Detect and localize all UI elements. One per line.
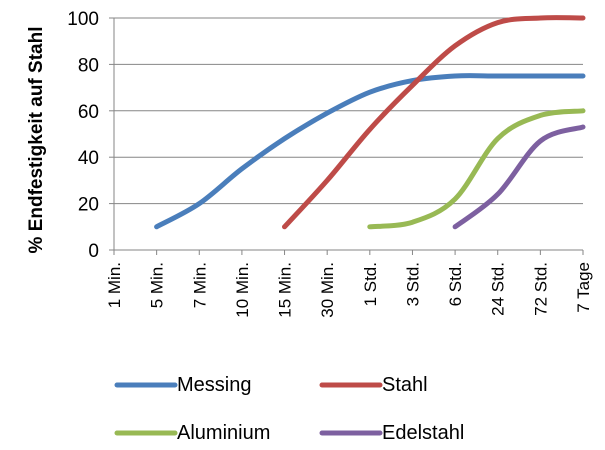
legend: Messing Stahl Aluminium Edelstahl (114, 374, 464, 444)
x-tick-label: 15 Min. (276, 262, 295, 318)
gridlines (114, 17, 583, 205)
x-tick-label: 3 Std. (403, 262, 422, 306)
x-tick-label: 72 Std. (531, 262, 550, 316)
legend-label-aluminium: Aluminium (177, 422, 270, 444)
series-line-stahl (282, 15, 586, 230)
x-tick-label: 30 Min. (318, 262, 337, 318)
x-tick-label: 1 Std. (361, 262, 380, 306)
legend-label-edelstahl: Edelstahl (382, 422, 464, 444)
y-tick-label: 0 (88, 241, 99, 262)
series-lines (154, 15, 586, 230)
x-tick-label: 7 Tage (574, 262, 593, 313)
x-tick-label: 1 Min. (105, 262, 124, 308)
y-axis-label: % Endfestigkeit auf Stahl (26, 27, 47, 254)
axes (109, 17, 584, 255)
y-tick-label: 20 (78, 195, 99, 216)
y-tick-label: 60 (78, 102, 99, 123)
legend-label-stahl: Stahl (382, 374, 428, 396)
y-tick-label: 80 (78, 55, 99, 76)
x-tick-label: 24 Std. (489, 262, 508, 316)
x-tick-labels: 1 Min. 5 Min. 7 Min. 10 Min. 15 Min. 30 Min. 1… (105, 262, 593, 318)
y-tick-label: 100 (67, 9, 99, 30)
x-tick-label: 7 Min. (190, 262, 209, 308)
series-line-edelstahl (452, 124, 586, 230)
y-tick-labels: 0 20 40 60 80 100 (67, 9, 99, 262)
x-tick-label: 10 Min. (233, 262, 252, 318)
series-line-messing (154, 73, 586, 230)
legend-label-messing: Messing (177, 374, 251, 396)
series-line-aluminium (367, 108, 586, 230)
x-tick-label: 6 Std. (446, 262, 465, 306)
x-tick-label: 5 Min. (148, 262, 167, 308)
y-tick-label: 40 (78, 148, 99, 169)
